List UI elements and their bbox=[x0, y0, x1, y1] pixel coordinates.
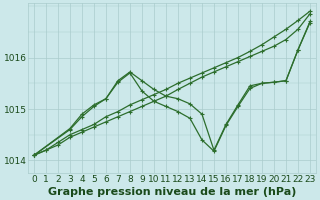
X-axis label: Graphe pression niveau de la mer (hPa): Graphe pression niveau de la mer (hPa) bbox=[48, 187, 296, 197]
